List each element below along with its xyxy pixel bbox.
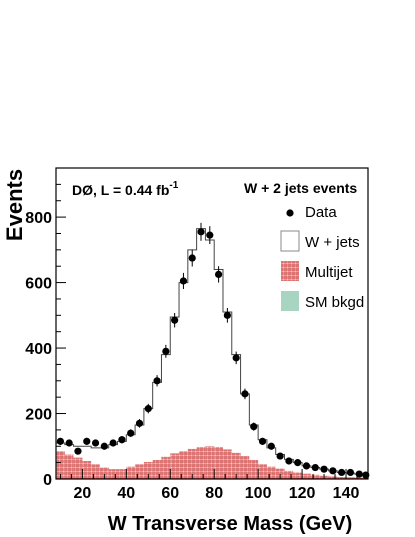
multijet-bar [179,451,188,479]
y-tick-label: 0 [43,472,52,489]
multijet-bar [328,476,338,479]
multijet-bar [258,464,267,479]
luminosity-text: DØ, L = 0.44 fb [72,182,169,198]
data-point [329,467,337,475]
y-axis-title: Events [2,169,27,241]
data-point [162,347,170,355]
multijet-bar [275,468,285,479]
legend-multijet-swatch [281,261,299,281]
multijet-bar [346,477,355,479]
data-point [83,437,91,445]
plot-area [56,222,370,479]
legend-label: SM bkgd [305,294,364,311]
y-tick-label: 800 [25,210,52,227]
multijet-bar [108,469,118,479]
data-point [311,463,319,472]
data-point [214,270,223,278]
multijet-bar [64,454,74,479]
data-point [302,462,311,470]
plot-frame [55,167,369,480]
data-point [100,442,108,450]
data-point [197,228,205,236]
multijet-bar [293,472,303,479]
legend: Data W + jets Multijet SM bkgd [280,204,364,311]
data-point [206,231,214,239]
data-point [232,354,240,362]
data-point [294,459,302,467]
multijet-bar [310,474,320,479]
data-point [56,437,64,445]
data-point [320,465,328,473]
data-point [91,439,100,447]
legend-sm-bkgd-swatch [281,291,299,311]
legend-label: W + jets [305,234,360,251]
x-tick-label: 120 [289,485,316,502]
multijet-bar [91,464,100,479]
data-point [250,423,258,431]
data-point [188,254,196,262]
luminosity-exponent: -1 [169,180,178,191]
multijet-bar [205,446,215,479]
multijet-bar [249,460,259,479]
multijet-bar [266,466,276,479]
data-point [258,437,267,445]
x-tick-label: 20 [73,485,91,502]
legend-data-swatch [286,209,294,217]
multijet-bar [187,448,197,479]
multijet-bar [143,461,153,479]
multijet-bar [170,453,180,479]
multijet-bar [56,451,65,479]
data-point [179,277,188,285]
data-point [109,439,117,447]
legend-label: Data [305,204,337,221]
data-point [285,457,293,465]
multijet-bar [302,473,311,479]
x-axis-title: W Transverse Mass (GeV) [108,513,353,535]
data-point [338,468,346,477]
axes: 20 40 60 80 100 120 140 0 200 400 600 800 [25,167,369,502]
multijet-bar [117,469,127,479]
data-point [135,419,144,427]
data-point [127,429,135,437]
data-point [65,439,73,447]
data-point [267,442,275,450]
luminosity-annotation: DØ, L = 0.44 fb-1 [72,180,179,198]
data-point [153,377,161,385]
data-point [223,311,231,319]
multijet-bar [82,460,92,479]
data-point [74,447,82,455]
x-tick-label: 140 [333,485,360,502]
data-point [144,405,152,413]
data-point [118,436,126,444]
y-tick-label: 400 [25,341,52,358]
data-point [241,390,249,398]
multijet-bar [231,452,241,479]
data-point [276,452,284,460]
multijet-bar [161,456,171,479]
selection-annotation: W + 2 jets events [244,180,357,196]
y-tick-label: 200 [25,407,52,424]
multijet-bar [337,477,347,479]
multijet-bar [214,446,223,479]
x-tick-label: 100 [245,485,272,502]
x-tick-label: 40 [117,485,135,502]
x-tick-label: 60 [161,485,179,502]
legend-w-jets-swatch [280,230,300,252]
multijet-bar [196,446,206,479]
multijet-bar [354,477,364,479]
x-tick-label: 80 [205,485,223,502]
multijet-bar [152,460,162,479]
multijet-bar [99,467,109,479]
multijet-bar [73,457,83,479]
multijet-bar [284,470,294,479]
multijet-bar [222,449,232,479]
data-point [346,468,355,477]
multijet-bar [135,464,144,479]
multijet-bar [126,466,136,479]
data-point [171,316,179,324]
legend-label: Multijet [305,264,353,281]
multijet-bar [240,456,250,479]
y-tick-label: 600 [25,276,52,293]
